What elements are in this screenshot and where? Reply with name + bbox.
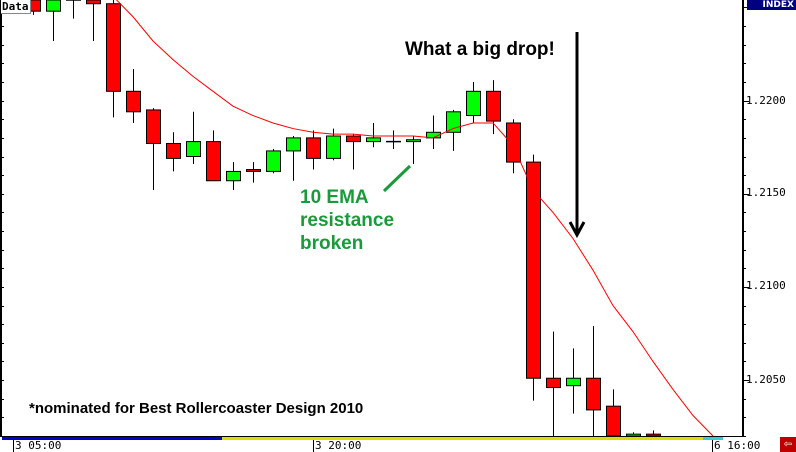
session-bar-asia [2, 437, 222, 440]
candle-up [326, 135, 341, 159]
candle-down [306, 137, 321, 159]
y-tick-label: 1.2050 [746, 373, 786, 386]
ema-annotation-line: broken [300, 233, 364, 254]
candle-down [526, 161, 541, 379]
candle-up [46, 0, 61, 12]
candle-down [606, 405, 621, 437]
candle-down [506, 122, 521, 163]
y-tick-label: 1.2150 [746, 186, 786, 199]
candle-up [226, 170, 241, 182]
candle-down [166, 142, 181, 159]
candle-down [586, 377, 601, 411]
candle-down [86, 0, 101, 5]
x-tick-label: 3 20:00 [315, 439, 362, 452]
ema-annotation: 10 EMA resistance broken [300, 186, 394, 255]
ema-annotation-line: resistance [300, 210, 395, 231]
candle-up [406, 139, 421, 143]
candle-down [126, 90, 141, 113]
ema-line [115, 0, 714, 437]
x-tick-label: 6 16:00 [714, 439, 761, 452]
candle-up [466, 90, 481, 117]
candle-down [206, 141, 221, 182]
candle-up [266, 150, 281, 172]
candle-down [246, 169, 261, 172]
ema-break-marker [382, 164, 412, 193]
drop-arrow-head [568, 221, 586, 239]
session-bar-us [703, 437, 723, 440]
candle-down [486, 90, 501, 122]
plot-area [1, 0, 743, 437]
drop-annotation: What a big drop! [405, 39, 555, 60]
candle-up [446, 111, 461, 133]
session-bar-europe [222, 437, 703, 440]
exit-arrow-icon[interactable]: ⇦ [780, 437, 796, 452]
y-tick-label: 1.2100 [746, 279, 786, 292]
candle-up [186, 141, 201, 158]
candle-down [646, 433, 661, 437]
candle-up [286, 137, 301, 152]
index-label: INDEX [747, 0, 796, 10]
candle-down [146, 109, 161, 144]
candle-up [566, 377, 581, 387]
ema-annotation-line: 10 EMA [300, 187, 369, 208]
candle-down [346, 135, 361, 143]
candle-up [626, 433, 641, 437]
candle-up [366, 137, 381, 143]
x-tick-label: 3 05:00 [15, 439, 62, 452]
candle-down [546, 377, 561, 389]
footnote: *nominated for Best Rollercoaster Design… [29, 400, 364, 417]
y-tick-label: 1.2200 [746, 94, 786, 107]
candle-down [106, 3, 121, 92]
data-label[interactable]: Data [1, 0, 31, 14]
